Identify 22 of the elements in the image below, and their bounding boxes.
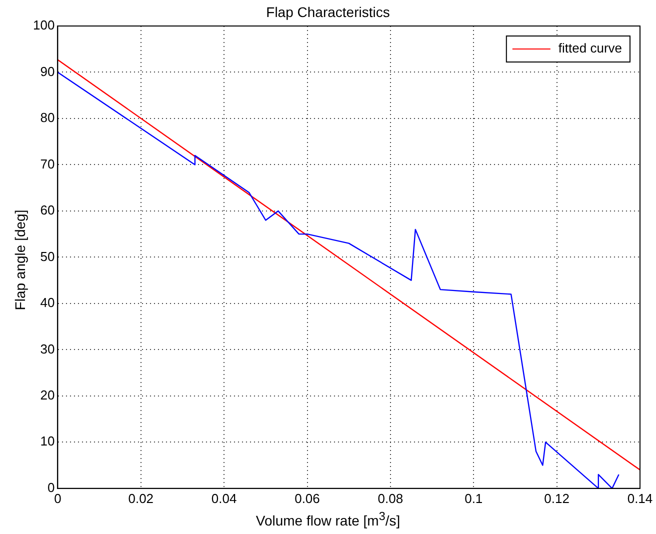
x-axis-title: Volume flow rate [m$^{3}$/s] (254, 510, 402, 529)
x-tick-label: 0.02 (128, 490, 154, 506)
y-tick-label: 20 (40, 388, 55, 402)
y-tick-label: 70 (40, 156, 55, 172)
x-tick-label: 0.04 (211, 490, 237, 506)
x-tick-label: 0.1 (464, 490, 483, 506)
x-tick-label: 0.06 (294, 490, 320, 506)
y-tick-label: 0 (47, 480, 55, 495)
y-tick-label: 80 (40, 110, 55, 126)
chart-title: Flap Characteristics (266, 4, 390, 20)
y-tick-label: 10 (40, 434, 55, 449)
x-tick-label: 0.12 (544, 490, 570, 506)
y-tick-label: 90 (40, 64, 55, 79)
y-tick-label: 50 (40, 248, 55, 264)
y-tick-label: 60 (40, 202, 55, 218)
y-axis-title: Flap angle [deg] (12, 210, 28, 310)
y-tick-label: 30 (40, 341, 55, 356)
x-tick-label: 0.14 (627, 490, 653, 506)
y-tick-label: 40 (40, 295, 55, 310)
x-tick-label: 0.08 (378, 490, 404, 506)
legend-label: fitted curve (558, 40, 622, 56)
y-tick-label: 100 (32, 18, 55, 33)
